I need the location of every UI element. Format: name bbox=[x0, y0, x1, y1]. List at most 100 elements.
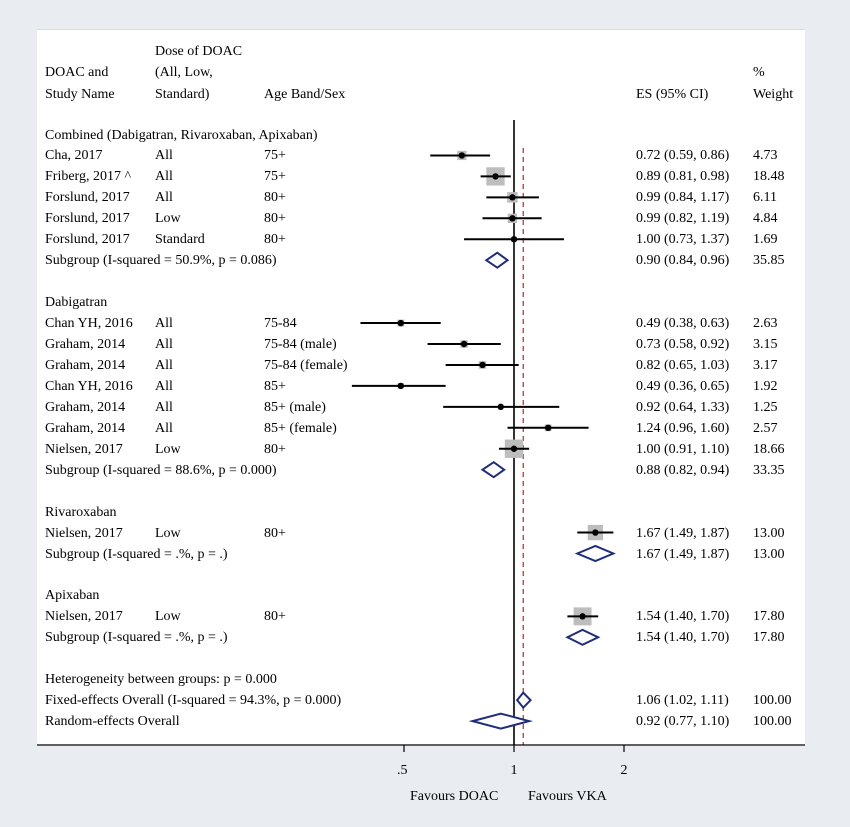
subgroup-diamond bbox=[574, 544, 616, 563]
es-ci-value: 0.99 (0.82, 1.19) bbox=[636, 211, 730, 227]
weight-value: 18.66 bbox=[753, 441, 785, 457]
age-band-label: 85+ (male) bbox=[264, 399, 326, 415]
study-point bbox=[397, 382, 404, 390]
header-dose-line2: (All, Low, bbox=[155, 65, 213, 80]
study-point bbox=[458, 152, 466, 159]
group-label: Dabigatran bbox=[45, 295, 108, 311]
weight-value: 18.48 bbox=[753, 169, 785, 185]
weight-value: 1.92 bbox=[753, 378, 778, 394]
weight-value: 4.73 bbox=[753, 148, 778, 164]
subgroup-diamond bbox=[480, 460, 506, 479]
weight-value: 1.69 bbox=[753, 232, 778, 248]
weight-value: 100.00 bbox=[753, 693, 792, 709]
es-ci-value: 1.00 (0.91, 1.10) bbox=[636, 441, 730, 457]
study-name: Graham, 2014 bbox=[45, 420, 126, 436]
subgroup-label: Subgroup (I-squared = 50.9%, p = 0.086) bbox=[45, 253, 277, 269]
study-name: Chan YH, 2016 bbox=[45, 316, 133, 332]
overall-diamond bbox=[515, 691, 532, 710]
header-age-band: Age Band/Sex bbox=[264, 87, 346, 102]
weight-value: 2.63 bbox=[753, 316, 778, 332]
age-band-label: 75+ bbox=[264, 169, 286, 185]
study-point bbox=[509, 215, 516, 222]
forest-plot-panel: DOAC and Study Name Dose of DOAC (All, L… bbox=[37, 29, 805, 746]
header-es-ci: ES (95% CI) bbox=[636, 87, 709, 102]
study-name: Graham, 2014 bbox=[45, 399, 126, 415]
dose-label: All bbox=[155, 316, 173, 332]
weight-value: 13.00 bbox=[753, 525, 785, 541]
study-name: Nielsen, 2017 bbox=[45, 525, 123, 541]
x-tick-label: 1 bbox=[510, 763, 518, 778]
weight-value: 35.85 bbox=[753, 253, 785, 269]
dose-label: All bbox=[155, 378, 173, 394]
age-band-label: 75-84 (female) bbox=[264, 357, 348, 373]
weight-value: 3.15 bbox=[753, 337, 778, 352]
study-name: Friberg, 2017 ^ bbox=[45, 169, 132, 185]
age-band-label: 75-84 (male) bbox=[264, 337, 337, 352]
study-point bbox=[479, 361, 486, 369]
overall-label: Fixed-effects Overall (I-squared = 94.3%… bbox=[45, 693, 342, 709]
dose-label: All bbox=[155, 399, 173, 415]
subgroup-diamond bbox=[484, 251, 510, 269]
es-ci-value: 0.89 (0.81, 0.98) bbox=[636, 169, 730, 185]
dose-label: All bbox=[155, 357, 173, 373]
weight-value: 6.11 bbox=[753, 190, 777, 206]
es-ci-value: 0.49 (0.36, 0.65) bbox=[636, 378, 730, 394]
weight-value: 17.80 bbox=[753, 630, 785, 646]
subgroup-label: Subgroup (I-squared = 88.6%, p = 0.000) bbox=[45, 462, 277, 478]
subgroup-label: Subgroup (I-squared = .%, p = .) bbox=[45, 630, 228, 646]
study-point bbox=[397, 319, 404, 327]
heterogeneity-note: Heterogeneity between groups: p = 0.000 bbox=[45, 672, 277, 688]
header-dose-line3: Standard) bbox=[155, 87, 210, 102]
age-band-label: 80+ bbox=[264, 441, 286, 457]
study-name: Chan YH, 2016 bbox=[45, 378, 133, 394]
header-study-line2: Study Name bbox=[45, 87, 115, 102]
study-name: Forslund, 2017 bbox=[45, 232, 130, 248]
header-dose-line1: Dose of DOAC bbox=[155, 44, 243, 59]
age-band-label: 85+ (female) bbox=[264, 420, 337, 436]
age-band-label: 80+ bbox=[264, 190, 286, 206]
weight-value: 4.84 bbox=[753, 211, 778, 227]
x-tick-label: 2 bbox=[620, 763, 628, 778]
age-band-label: 80+ bbox=[264, 609, 286, 625]
es-ci-value: 0.82 (0.65, 1.03) bbox=[636, 357, 730, 373]
es-ci-value: 0.88 (0.82, 0.94) bbox=[636, 462, 730, 478]
dose-label: All bbox=[155, 337, 173, 352]
study-name: Graham, 2014 bbox=[45, 357, 126, 373]
es-ci-value: 1.67 (1.49, 1.87) bbox=[636, 525, 730, 541]
dose-label: All bbox=[155, 148, 173, 164]
age-band-label: 80+ bbox=[264, 232, 286, 248]
es-ci-value: 1.06 (1.02, 1.11) bbox=[636, 693, 729, 709]
age-band-label: 75+ bbox=[264, 148, 286, 164]
age-band-label: 75-84 bbox=[264, 316, 297, 332]
group-label: Combined (Dabigatran, Rivaroxaban, Apixa… bbox=[45, 127, 318, 143]
es-ci-value: 0.72 (0.59, 0.86) bbox=[636, 148, 730, 164]
es-ci-value: 1.67 (1.49, 1.87) bbox=[636, 546, 730, 562]
study-point bbox=[510, 445, 518, 452]
es-ci-value: 0.99 (0.84, 1.17) bbox=[636, 190, 730, 206]
dose-label: All bbox=[155, 190, 173, 206]
study-name: Cha, 2017 bbox=[45, 148, 103, 164]
study-point bbox=[460, 340, 468, 348]
group-label: Rivaroxaban bbox=[45, 504, 117, 520]
overall-label: Random-effects Overall bbox=[45, 714, 180, 730]
age-band-label: 80+ bbox=[264, 211, 286, 227]
study-point bbox=[509, 194, 516, 201]
es-ci-value: 0.92 (0.77, 1.10) bbox=[636, 714, 730, 730]
es-ci-value: 1.24 (0.96, 1.60) bbox=[636, 420, 730, 436]
overall-diamond bbox=[468, 712, 534, 730]
x-tick-label: .5 bbox=[397, 763, 408, 778]
es-ci-value: 1.54 (1.40, 1.70) bbox=[636, 630, 730, 646]
study-point bbox=[544, 424, 552, 431]
group-label: Apixaban bbox=[45, 588, 100, 604]
study-point bbox=[497, 403, 504, 411]
es-ci-value: 1.00 (0.73, 1.37) bbox=[636, 232, 730, 248]
study-point bbox=[492, 173, 499, 180]
study-point bbox=[510, 236, 518, 243]
subgroup-diamond bbox=[565, 628, 601, 646]
dose-label: Low bbox=[155, 211, 181, 227]
dose-label: All bbox=[155, 169, 173, 185]
weight-value: 33.35 bbox=[753, 462, 785, 478]
header-study-line1: DOAC and bbox=[45, 65, 109, 80]
study-point bbox=[592, 529, 599, 536]
dose-label: Low bbox=[155, 441, 181, 457]
